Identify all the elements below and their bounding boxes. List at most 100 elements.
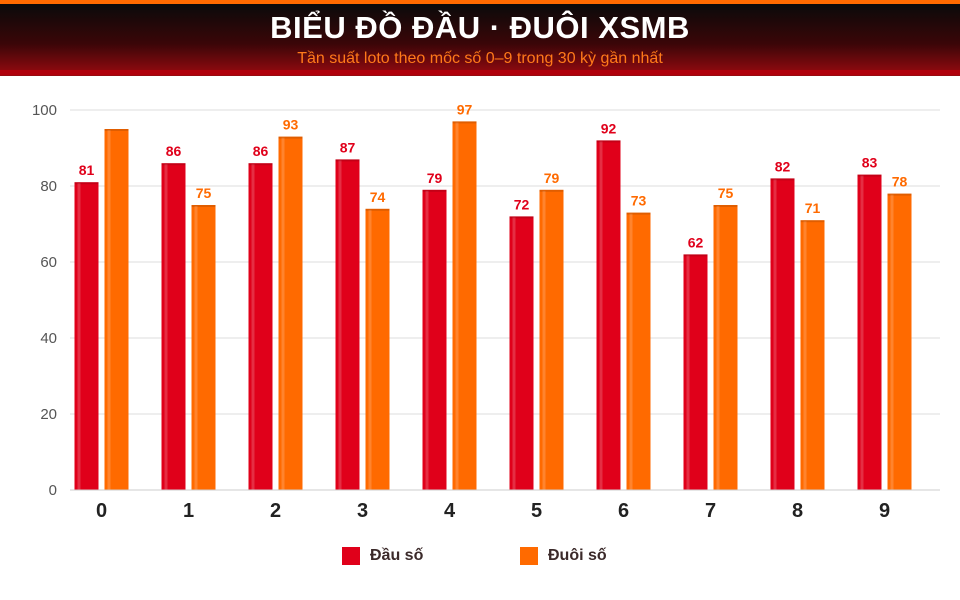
bar-dau	[770, 178, 795, 490]
x-tick-label: 4	[444, 500, 456, 522]
data-label-dau: 87	[340, 139, 356, 155]
bar-highlight	[860, 175, 864, 490]
bars	[74, 121, 912, 491]
bar-top-edge	[365, 208, 390, 211]
x-tick-label: 2	[270, 500, 281, 522]
data-label-dau: 72	[514, 196, 530, 212]
bar-top-edge	[74, 182, 99, 185]
bar-highlight	[773, 179, 777, 490]
bar-top-edge	[683, 254, 708, 257]
bar-highlight	[716, 206, 720, 490]
bar-highlight	[107, 130, 111, 490]
bar-top-edge	[278, 136, 303, 139]
bar-duoi	[365, 208, 390, 491]
bar-highlight	[890, 194, 894, 490]
bar-highlight	[629, 213, 633, 490]
bar-highlight	[164, 164, 168, 490]
bar-top-edge	[887, 193, 912, 196]
data-label-dau: 92	[601, 120, 617, 136]
x-tick-label: 3	[357, 500, 368, 522]
x-tick-label: 6	[618, 500, 629, 522]
data-label-dau: 82	[775, 158, 791, 174]
data-labels: 81 86 75 86 93 87 74 79 97 72 79 92 73 62 75 82 71 83 78	[79, 101, 908, 250]
bar-top-edge	[857, 174, 882, 177]
bar-top-edge	[452, 121, 477, 124]
data-label-dau: 86	[253, 143, 269, 159]
header-accent-bar	[0, 70, 960, 75]
bar-duoi	[887, 193, 912, 490]
bar-highlight	[251, 164, 255, 490]
bar-highlight	[512, 217, 516, 490]
y-tick-label: 80	[40, 178, 57, 195]
legend-swatch-dau	[342, 547, 360, 565]
bar-top-edge	[422, 189, 447, 192]
x-tick-label: 9	[879, 500, 890, 522]
bar-top-edge	[770, 178, 795, 181]
bar-duoi	[452, 121, 477, 491]
chart-subtitle: Tần suất loto theo mốc số 0–9 trong 30 k…	[297, 50, 663, 67]
bar-top-edge	[626, 212, 651, 215]
legend-swatch-duoi	[520, 547, 538, 565]
bar-highlight	[281, 137, 285, 490]
y-tick-label: 60	[40, 254, 57, 271]
bar-dau	[161, 163, 186, 490]
bar-duoi	[713, 205, 738, 490]
bar-duoi	[104, 129, 129, 490]
bar-dau	[683, 254, 708, 490]
bar-dau	[248, 163, 273, 490]
bar-highlight	[368, 209, 372, 491]
bar-top-edge	[161, 163, 186, 166]
data-label-duoi: 73	[631, 193, 647, 209]
bar-dau	[857, 174, 882, 490]
chart-legend: Đầu số Đuôi số	[0, 546, 960, 568]
bar-duoi	[800, 220, 825, 490]
bar-highlight	[194, 206, 198, 490]
legend-item-dau: Đầu số	[342, 546, 423, 566]
chart-title: BIỂU ĐỒ ĐẦU · ĐUÔI XSMB	[270, 10, 690, 45]
data-label-duoi: 75	[196, 185, 212, 201]
bar-highlight	[803, 221, 807, 490]
bar-top-edge	[248, 163, 273, 166]
legend-item-duoi: Đuôi số	[520, 546, 607, 566]
data-label-duoi: 71	[805, 200, 821, 216]
bar-dau	[335, 159, 360, 490]
bar-top-edge	[596, 140, 621, 143]
bar-dau	[509, 216, 534, 490]
bar-top-edge	[539, 189, 564, 192]
bar-duoi	[191, 205, 216, 490]
bar-top-edge	[191, 205, 216, 207]
bar-highlight	[686, 255, 690, 490]
chart-header: BIỂU ĐỒ ĐẦU · ĐUÔI XSMB Tần suất loto th…	[0, 0, 960, 76]
data-label-duoi: 74	[370, 189, 386, 205]
bar-dau	[596, 140, 621, 490]
bar-top-edge	[104, 129, 129, 131]
bar-dau	[422, 189, 447, 491]
bar-highlight	[338, 160, 342, 490]
bar-highlight	[542, 190, 546, 491]
legend-label-duoi: Đuôi số	[548, 547, 607, 564]
data-label-duoi: 93	[283, 117, 299, 133]
x-tick-label: 7	[705, 500, 716, 522]
bar-highlight	[599, 141, 603, 490]
data-label-dau: 86	[166, 143, 182, 159]
legend-label-dau: Đầu số	[370, 547, 424, 564]
data-label-duoi: 78	[892, 174, 908, 190]
data-label-dau: 62	[688, 234, 704, 250]
y-tick-label: 40	[40, 330, 57, 347]
bar-duoi	[539, 189, 564, 491]
y-tick-label: 100	[32, 102, 57, 119]
y-tick-label: 20	[40, 406, 57, 423]
data-label-dau: 81	[79, 162, 95, 178]
x-tick-label: 8	[792, 500, 803, 522]
data-label-dau: 83	[862, 155, 878, 171]
x-tick-label: 0	[96, 500, 107, 522]
y-tick-label: 0	[49, 482, 57, 499]
x-tick-label: 1	[183, 500, 194, 522]
bar-duoi	[278, 136, 303, 490]
data-label-duoi: 97	[457, 101, 473, 117]
bar-duoi	[626, 212, 651, 490]
bar-top-edge	[713, 205, 738, 207]
bar-top-edge	[800, 220, 825, 223]
bar-highlight	[77, 183, 81, 490]
